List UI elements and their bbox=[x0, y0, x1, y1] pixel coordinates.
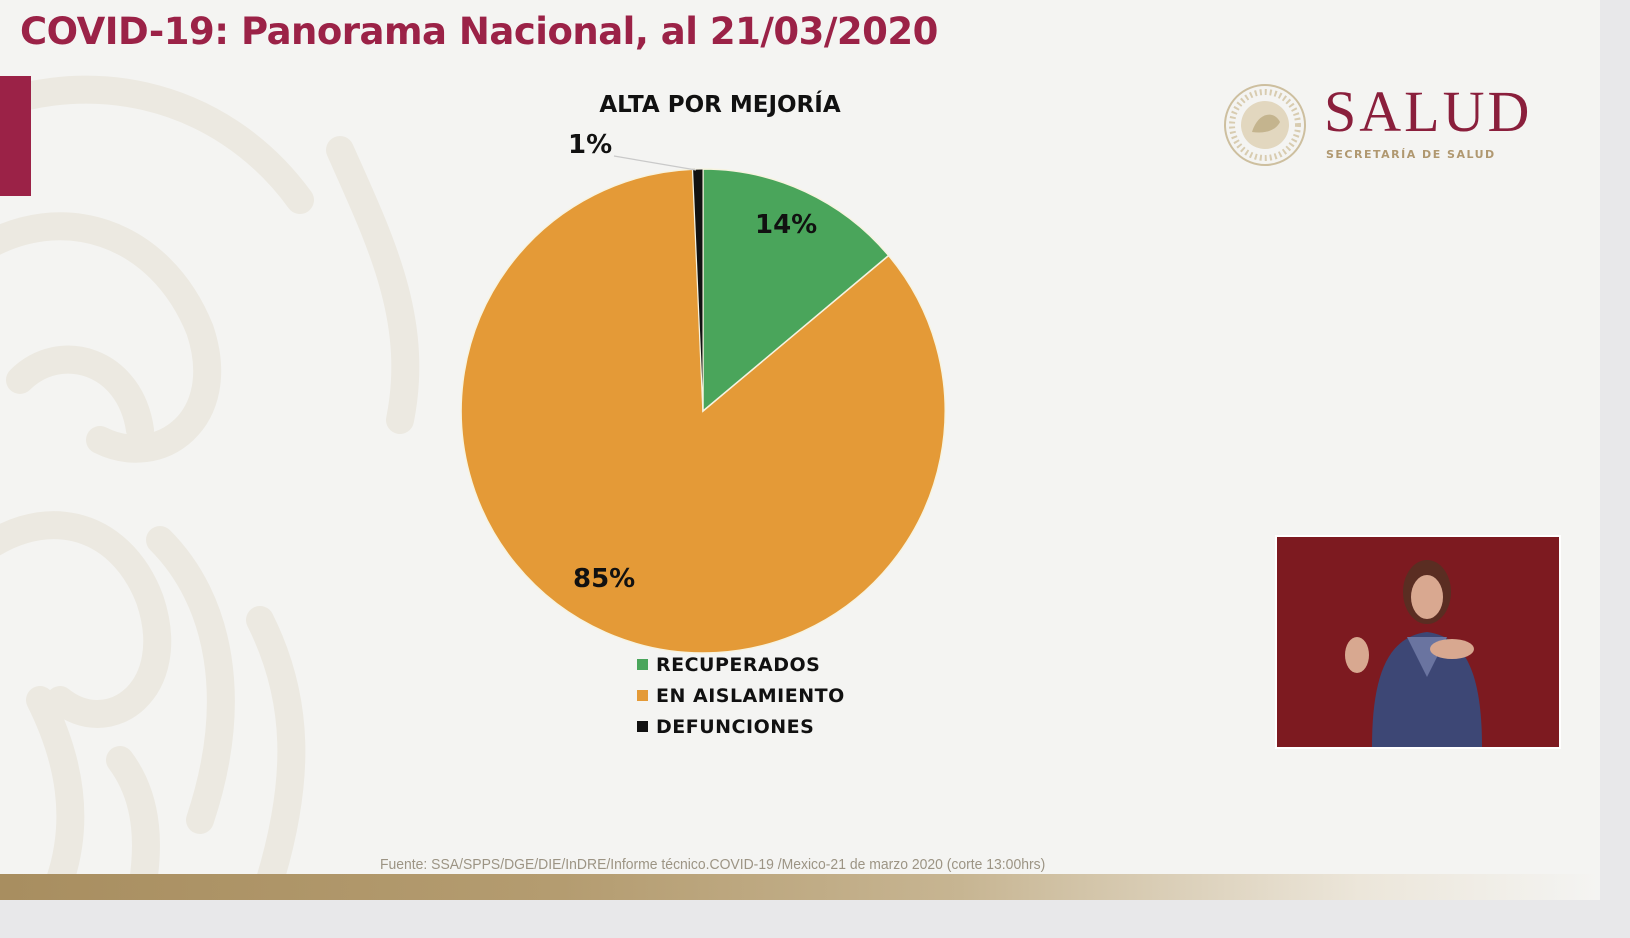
brand-accent-bar bbox=[0, 76, 31, 196]
legend-item-recuperados: RECUPERADOS bbox=[637, 649, 845, 680]
slide: COVID-19: Panorama Nacional, al 21/03/20… bbox=[0, 0, 1600, 900]
footer-gold-band bbox=[0, 874, 1600, 900]
salud-wordmark: SALUD bbox=[1324, 79, 1533, 144]
label-defunciones: 1% bbox=[568, 130, 613, 160]
background-pattern bbox=[0, 75, 420, 880]
salud-subtitle: SECRETARÍA DE SALUD bbox=[1326, 148, 1496, 161]
source-note: Fuente: SSA/SPPS/DGE/DIE/InDRE/Informe t… bbox=[380, 856, 1046, 873]
black-square-icon bbox=[637, 721, 648, 732]
sign-language-interpreter-video bbox=[1275, 535, 1561, 749]
salud-logo: SALUD SECRETARÍA DE SALUD bbox=[1222, 79, 1542, 170]
label-en-aislamiento: 85% bbox=[573, 564, 636, 594]
chart-legend: RECUPERADOS EN AISLAMIENTO DEFUNCIONES bbox=[637, 649, 845, 742]
orange-square-icon bbox=[637, 690, 648, 701]
coat-of-arms-seal-icon bbox=[1224, 84, 1306, 166]
leader-line-1pct bbox=[613, 155, 697, 171]
interpreter-figure-icon bbox=[1277, 537, 1559, 747]
legend-item-en-aislamiento: EN AISLAMIENTO bbox=[637, 680, 845, 711]
page-title: COVID-19: Panorama Nacional, al 21/03/20… bbox=[20, 10, 938, 53]
legend-item-defunciones: DEFUNCIONES bbox=[637, 711, 845, 742]
pie-chart bbox=[460, 168, 946, 654]
green-square-icon bbox=[637, 659, 648, 670]
slice-recuperados bbox=[702, 168, 890, 413]
chart-title: ALTA POR MEJORÍA bbox=[599, 92, 841, 118]
label-recuperados: 14% bbox=[755, 210, 818, 240]
